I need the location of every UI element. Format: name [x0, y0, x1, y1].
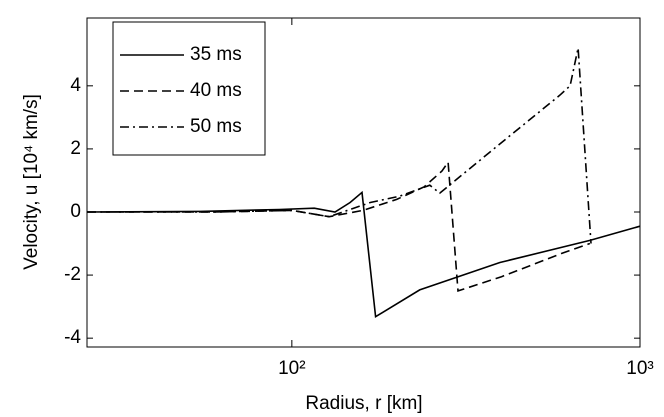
legend-label: 35 ms	[190, 44, 242, 65]
legend-label: 50 ms	[190, 116, 242, 137]
y-axis-label: Velocity, u [10⁴ km/s]	[21, 94, 42, 270]
series-line	[86, 190, 641, 319]
y-tick-label: 2	[70, 138, 81, 159]
y-tick-label: 0	[70, 201, 81, 222]
series-line	[87, 47, 592, 244]
plot-frame	[86, 17, 641, 348]
y-tick-label: 4	[70, 75, 81, 96]
x-axis-label: Radius, r [km]	[305, 393, 422, 414]
x-tick-label: 10³	[626, 358, 653, 379]
legend-box	[112, 21, 266, 156]
x-tick-label: 10²	[278, 358, 305, 379]
series-line	[87, 159, 591, 292]
y-tick-label: -2	[64, 264, 81, 285]
legend-label: 40 ms	[190, 80, 242, 101]
y-tick-label: -4	[64, 327, 81, 348]
